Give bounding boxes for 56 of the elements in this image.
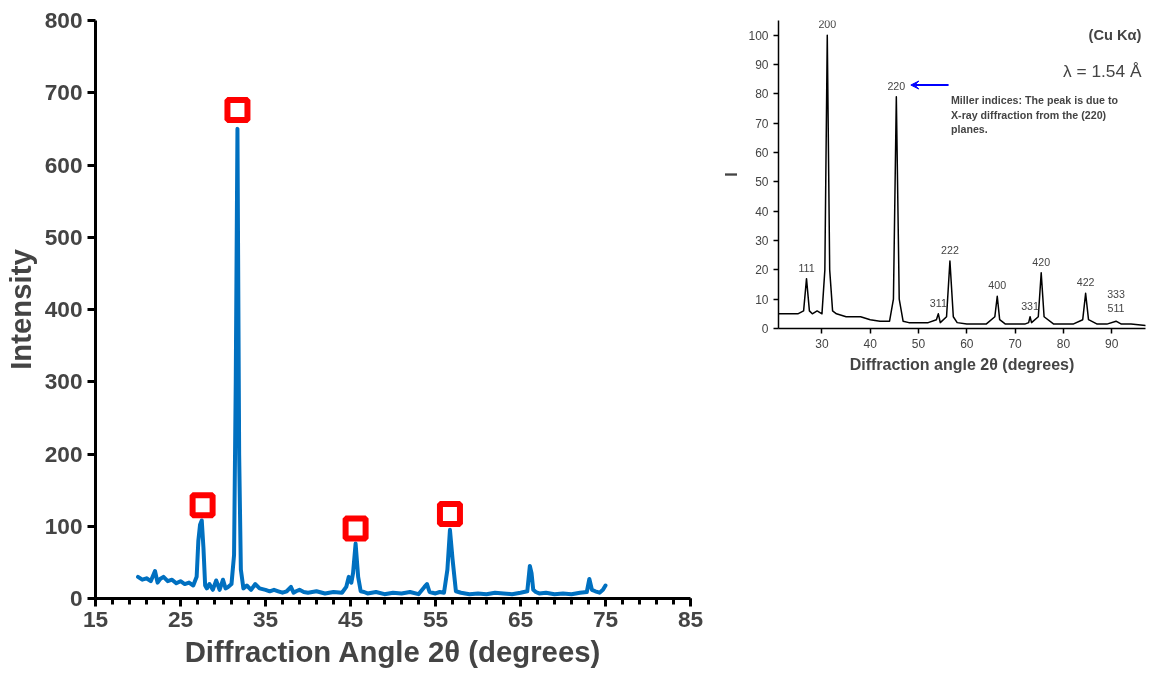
y-tick-label: 50 bbox=[755, 175, 769, 190]
annotation: 111 bbox=[798, 261, 815, 274]
annotation: 420 bbox=[1032, 255, 1051, 268]
x-tick-label: 60 bbox=[960, 336, 974, 351]
x-tick-label: 50 bbox=[911, 336, 926, 351]
x-tick-label: 25 bbox=[167, 605, 194, 632]
y-tick-label: 40 bbox=[755, 204, 769, 219]
annotation: 200 bbox=[818, 18, 837, 31]
y-tick-label: 90 bbox=[755, 58, 769, 72]
x-tick-label: 75 bbox=[592, 605, 619, 632]
y-tick-label: 20 bbox=[755, 263, 769, 278]
x-tick-label: 90 bbox=[1105, 336, 1119, 351]
annotation: Miller indices: The peak is due to X-ray diffraction from the (220) planes. bbox=[950, 94, 1119, 136]
y-tick-label: 0 bbox=[69, 585, 83, 611]
point bbox=[436, 500, 463, 527]
x-tick-label: 35 bbox=[252, 605, 279, 632]
y-tick-label: 600 bbox=[44, 151, 83, 178]
annotation: (Cu Kα) bbox=[1088, 26, 1142, 43]
line-series bbox=[136, 126, 608, 597]
x-axis-title: Diffraction angle 2θ (degrees) bbox=[849, 355, 1075, 373]
y-tick-label: 800 bbox=[44, 7, 83, 33]
point bbox=[342, 515, 369, 542]
x-tick-label: 65 bbox=[507, 605, 534, 632]
y-tick-label: 60 bbox=[755, 146, 769, 160]
annotation: 333 511 bbox=[1107, 287, 1126, 315]
x-tick-label: 40 bbox=[863, 336, 878, 351]
y-tick-label: 700 bbox=[44, 79, 83, 106]
y-tick-label: 500 bbox=[44, 223, 83, 250]
y-tick-label: 80 bbox=[755, 87, 769, 102]
y-tick-label: 0 bbox=[761, 322, 769, 336]
point bbox=[189, 492, 216, 519]
x-tick-label: 70 bbox=[1008, 336, 1023, 351]
y-tick-label: 100 bbox=[44, 512, 83, 539]
y-tick-label: 10 bbox=[755, 292, 769, 307]
y-tick-label: 30 bbox=[755, 234, 769, 248]
y-tick-label: 70 bbox=[755, 116, 769, 131]
y-tick-label: 300 bbox=[44, 368, 83, 395]
annotation: 400 bbox=[988, 279, 1007, 292]
x-tick-label: 30 bbox=[815, 336, 829, 351]
x-tick-label: 45 bbox=[337, 605, 364, 632]
annotation: 422 bbox=[1076, 276, 1095, 289]
annotation: 220 bbox=[887, 79, 906, 92]
point bbox=[224, 97, 251, 124]
x-tick-label: 55 bbox=[422, 605, 449, 632]
y-tick-label: 200 bbox=[44, 440, 83, 467]
annotation: 222 bbox=[941, 244, 959, 257]
y-axis-title: I bbox=[723, 172, 741, 177]
y-axis-title: Intensity bbox=[3, 248, 37, 370]
y-tick-label: 400 bbox=[44, 296, 83, 322]
y-tick-label: 100 bbox=[748, 28, 769, 43]
x-tick-label: 85 bbox=[677, 605, 704, 632]
x-axis-title: Diffraction Angle 2θ (degrees) bbox=[184, 634, 601, 668]
annotation: λ = 1.54 Å bbox=[1062, 60, 1142, 81]
x-tick-label: 80 bbox=[1056, 336, 1071, 351]
annotation: 311 bbox=[929, 296, 947, 309]
x-tick-label: 15 bbox=[82, 605, 109, 632]
